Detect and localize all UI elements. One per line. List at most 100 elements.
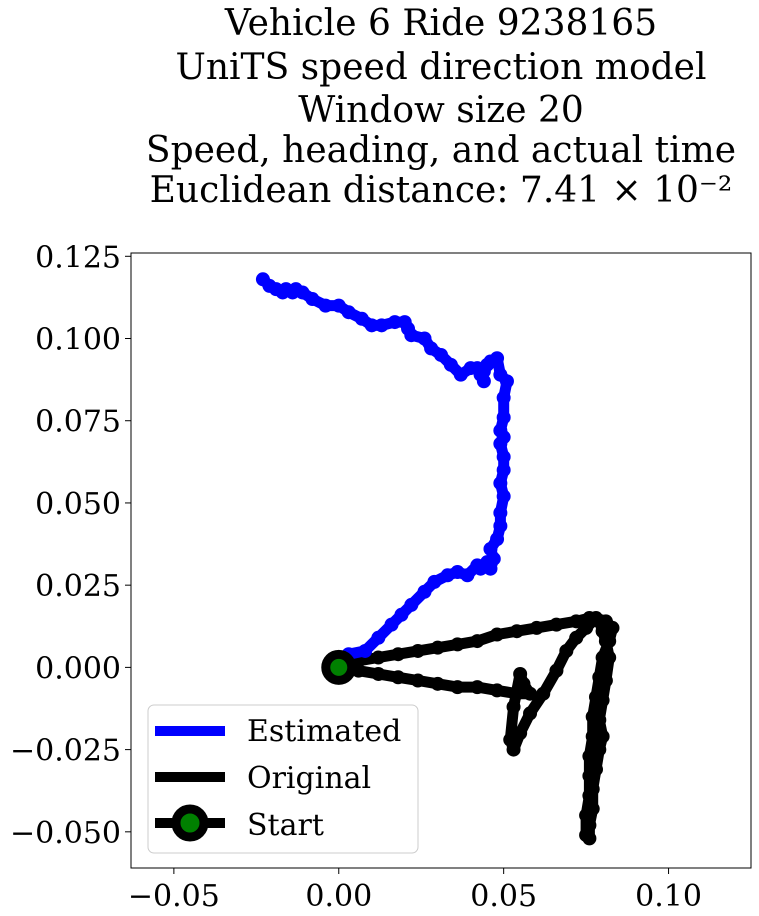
x-tick-label: 0.00 xyxy=(305,879,372,914)
point-original xyxy=(582,831,597,846)
legend-label-estimated: Estimated xyxy=(247,714,401,749)
point-estimated xyxy=(493,367,508,382)
point-estimated xyxy=(434,347,448,362)
point-original xyxy=(430,640,445,655)
x-tick-label: 0.05 xyxy=(470,879,537,914)
point-original xyxy=(391,670,406,685)
y-tick-label: −0.025 xyxy=(10,734,121,769)
legend: Estimated Original Start xyxy=(147,704,419,854)
point-estimated xyxy=(364,318,379,333)
point-estimated xyxy=(493,423,508,438)
point-original xyxy=(589,762,603,777)
y-tick-label: −0.050 xyxy=(10,816,121,851)
point-estimated xyxy=(493,518,508,533)
point-original xyxy=(513,666,528,681)
y-tick-label: 0.000 xyxy=(35,651,121,686)
point-original xyxy=(371,650,386,665)
legend-marker-start xyxy=(171,804,209,842)
point-original xyxy=(509,686,524,701)
plot-area xyxy=(255,272,620,846)
point-estimated xyxy=(496,410,511,425)
point-original xyxy=(410,643,425,658)
point-original xyxy=(536,686,551,701)
point-original xyxy=(371,666,386,681)
point-original xyxy=(529,620,544,635)
point-estimated xyxy=(384,617,399,632)
point-original xyxy=(506,699,521,714)
point-estimated xyxy=(341,305,356,320)
point-estimated xyxy=(331,298,346,313)
point-estimated xyxy=(496,463,511,478)
point-original xyxy=(585,729,600,744)
point-estimated xyxy=(374,318,389,333)
series-group xyxy=(255,272,620,846)
point-original xyxy=(430,676,445,691)
point-estimated xyxy=(354,311,369,326)
point-estimated xyxy=(496,489,511,504)
point-original xyxy=(559,643,574,658)
legend-label-start: Start xyxy=(247,808,324,843)
point-original xyxy=(470,680,485,695)
y-tick-label: 0.100 xyxy=(35,323,121,358)
x-tick-label: 0.10 xyxy=(635,879,702,914)
point-original xyxy=(585,782,600,797)
point-estimated xyxy=(318,298,333,313)
point-original xyxy=(595,693,610,708)
point-original xyxy=(506,742,521,757)
point-estimated xyxy=(394,607,409,622)
point-estimated xyxy=(358,643,373,658)
point-original xyxy=(513,726,528,741)
y-tick-label: 0.125 xyxy=(35,240,121,275)
title-line-5: Euclidean distance: 7.41 × 10⁻² xyxy=(150,170,733,211)
point-estimated xyxy=(417,584,432,599)
y-tick-label: 0.025 xyxy=(35,569,121,604)
point-original xyxy=(582,749,597,764)
point-estimated xyxy=(496,390,511,405)
point-estimated xyxy=(387,315,402,330)
point-estimated xyxy=(255,272,270,287)
point-original xyxy=(490,627,505,642)
title-line-1: Vehicle 6 Ride 9238165 xyxy=(224,3,657,44)
title-line-4: Speed, heading, and actual time xyxy=(146,130,736,171)
point-original xyxy=(582,818,597,833)
point-original xyxy=(490,683,505,698)
point-original xyxy=(523,686,538,701)
point-original xyxy=(450,637,465,652)
series-line-estimated xyxy=(257,273,513,670)
title-line-3: Window size 20 xyxy=(298,90,584,131)
point-estimated xyxy=(483,541,498,556)
y-tick-label: 0.050 xyxy=(35,487,121,522)
point-estimated xyxy=(490,532,505,547)
point-estimated xyxy=(443,357,458,372)
point-original xyxy=(470,634,485,649)
point-estimated xyxy=(371,630,386,645)
axes-frame xyxy=(130,252,752,869)
point-estimated xyxy=(476,374,491,389)
point-original xyxy=(595,729,610,744)
point-original xyxy=(549,663,564,678)
point-estimated xyxy=(424,341,439,356)
point-estimated xyxy=(404,597,419,612)
point-estimated xyxy=(460,568,475,583)
point-original xyxy=(523,706,538,721)
point-estimated xyxy=(463,361,478,376)
point-estimated xyxy=(496,449,511,464)
y-tick-label: 0.075 xyxy=(35,405,121,440)
point-estimated xyxy=(397,315,412,330)
point-original xyxy=(598,673,613,688)
axes: −0.05 0.00 0.05 0.10 0.125 0.100 0.075 0.050 0.0… xyxy=(10,240,752,914)
point-estimated xyxy=(493,505,508,520)
x-tick-label: −0.05 xyxy=(128,879,220,914)
point-original xyxy=(569,614,584,629)
point-original xyxy=(592,742,607,757)
point-estimated xyxy=(417,331,432,346)
legend-box xyxy=(147,704,419,854)
point-original xyxy=(585,801,600,816)
point-original xyxy=(450,680,465,695)
point-original xyxy=(549,617,564,632)
title-line-2: UniTS speed direction model xyxy=(176,47,707,88)
point-estimated xyxy=(453,367,468,382)
point-original xyxy=(410,673,425,688)
start-marker xyxy=(321,649,357,685)
chart-title: Vehicle 6 Ride 9238165 UniTS speed direc… xyxy=(146,3,736,211)
